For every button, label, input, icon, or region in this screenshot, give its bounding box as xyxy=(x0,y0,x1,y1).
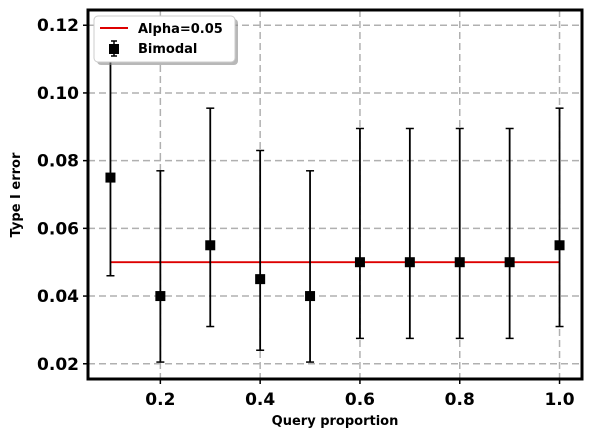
data-point xyxy=(155,291,166,302)
x-axis-label: Query proportion xyxy=(272,414,399,429)
y-tick-label: 0.06 xyxy=(37,219,79,239)
data-point xyxy=(354,257,365,268)
legend-label-bimodal: Bimodal xyxy=(138,42,197,57)
y-axis-label: Type I error xyxy=(9,152,24,237)
x-tick-label: 0.2 xyxy=(145,390,175,410)
legend-box xyxy=(93,15,236,63)
plot-area xyxy=(105,44,565,363)
data-point xyxy=(454,257,465,268)
y-tick-label: 0.04 xyxy=(37,287,79,307)
x-tick-label: 0.6 xyxy=(345,390,375,410)
data-point xyxy=(105,172,116,183)
plot-frame xyxy=(86,8,584,381)
legend-square-marker xyxy=(109,44,119,54)
y-tick-label: 0.12 xyxy=(37,16,79,36)
grid-lines xyxy=(88,10,582,379)
data-point xyxy=(205,240,216,251)
y-tick-label: 0.08 xyxy=(37,152,79,172)
x-ticks: 0.2 0.4 0.6 0.8 1.0 xyxy=(145,379,575,410)
legend-label-alpha: Alpha=0.05 xyxy=(138,22,223,37)
data-point xyxy=(305,291,316,302)
legend: Alpha=0.05 Bimodal xyxy=(93,15,238,65)
data-point xyxy=(404,257,415,268)
y-tick-label: 0.10 xyxy=(37,84,79,104)
x-tick-label: 1.0 xyxy=(544,390,574,410)
x-tick-label: 0.8 xyxy=(445,390,475,410)
data-point xyxy=(255,274,266,285)
data-point xyxy=(504,257,515,268)
y-ticks: 0.02 0.04 0.06 0.08 0.10 0.12 xyxy=(37,16,88,375)
x-tick-label: 0.4 xyxy=(245,390,275,410)
data-point xyxy=(554,240,565,251)
y-tick-label: 0.02 xyxy=(37,355,79,375)
